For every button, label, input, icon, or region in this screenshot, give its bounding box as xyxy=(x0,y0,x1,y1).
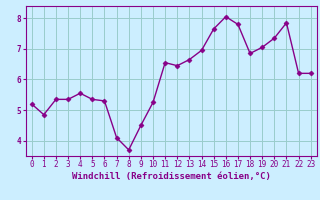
X-axis label: Windchill (Refroidissement éolien,°C): Windchill (Refroidissement éolien,°C) xyxy=(72,172,271,181)
